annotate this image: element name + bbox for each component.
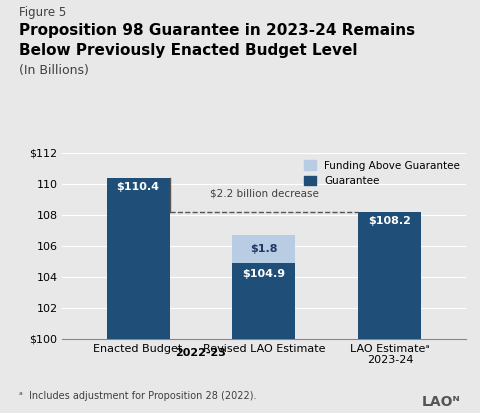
Text: $108.2: $108.2	[369, 216, 411, 226]
Legend: Funding Above Guarantee, Guarantee: Funding Above Guarantee, Guarantee	[300, 156, 465, 190]
Text: $2.2 billion decrease: $2.2 billion decrease	[210, 188, 319, 198]
Text: LAOᴺ: LAOᴺ	[422, 395, 461, 409]
Text: $1.8: $1.8	[250, 244, 278, 254]
Text: Proposition 98 Guarantee in 2023-24 Remains: Proposition 98 Guarantee in 2023-24 Rema…	[19, 23, 415, 38]
Text: $110.4: $110.4	[117, 182, 159, 192]
Text: Figure 5: Figure 5	[19, 6, 66, 19]
Text: ᵃ  Includes adjustment for Proposition 28 (2022).: ᵃ Includes adjustment for Proposition 28…	[19, 391, 257, 401]
Bar	[232, 235, 296, 263]
Bar	[107, 178, 169, 339]
Bar	[232, 263, 296, 339]
Text: 2022-23: 2022-23	[176, 348, 227, 358]
Bar	[359, 211, 421, 339]
Text: Below Previously Enacted Budget Level: Below Previously Enacted Budget Level	[19, 43, 358, 58]
Text: $104.9: $104.9	[242, 269, 286, 279]
Text: (In Billions): (In Billions)	[19, 64, 89, 77]
